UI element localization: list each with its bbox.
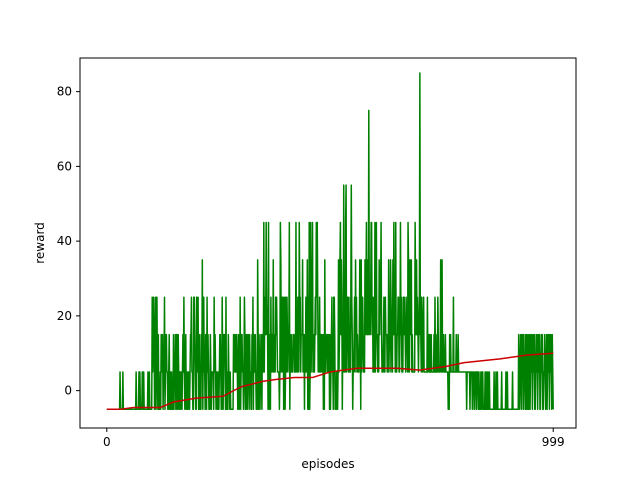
y-tick-label: 0: [64, 384, 72, 398]
y-tick-label: 40: [57, 234, 72, 248]
x-tick-label: 0: [103, 435, 111, 449]
y-tick-label: 60: [57, 159, 72, 173]
series-line-mean-reward: [106, 352, 554, 411]
y-tick-label: 80: [57, 85, 72, 99]
series-line-reward: [106, 72, 554, 411]
y-tick-label: 20: [57, 309, 72, 323]
x-axis-ticks: 0 999: [103, 428, 565, 449]
y-axis-label: reward: [33, 222, 47, 264]
x-tick-label: 999: [542, 435, 565, 449]
plot-frame: [79, 57, 577, 429]
x-axis-label: episodes: [301, 457, 354, 471]
series-layer: [106, 72, 554, 411]
y-axis-ticks: 0 20 40 60 80: [57, 85, 80, 398]
plot-area: [106, 72, 554, 411]
